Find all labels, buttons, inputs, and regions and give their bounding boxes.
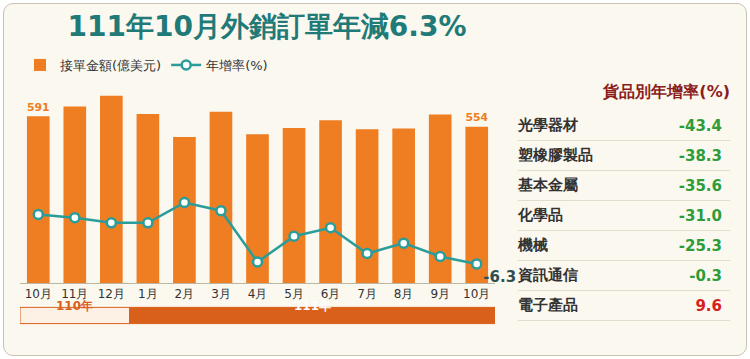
html-text:-38.3: -38.3 <box>678 146 722 165</box>
svg-text:12月: 12月 <box>98 287 125 301</box>
html-text:-31.0: -31.0 <box>678 206 722 225</box>
html-text:光學器材: 光學器材 <box>518 116 578 134</box>
svg-text:年增率(%): 年增率(%) <box>206 58 268 73</box>
svg-text:4月: 4月 <box>248 287 268 301</box>
html-text:-35.6: -35.6 <box>678 176 722 195</box>
html-text:-43.4: -43.4 <box>678 116 722 135</box>
html-text:資訊通信: 資訊通信 <box>518 266 578 284</box>
svg-text:591: 591 <box>27 101 50 114</box>
svg-text:9月: 9月 <box>430 287 450 301</box>
svg-text:10月: 10月 <box>463 287 490 301</box>
svg-text:111年: 111年 <box>294 299 331 313</box>
html-text:電子產品: 電子產品 <box>518 296 578 314</box>
svg-text:5月: 5月 <box>284 287 304 301</box>
svg-text:554: 554 <box>465 111 488 124</box>
svg-text:接單金額(億美元): 接單金額(億美元) <box>60 58 161 73</box>
svg-text:11月: 11月 <box>61 287 88 301</box>
svg-text:-6.3: -6.3 <box>483 268 516 286</box>
svg-text:2月: 2月 <box>175 287 195 301</box>
svg-text:7月: 7月 <box>357 287 377 301</box>
svg-text:10月: 10月 <box>25 287 52 301</box>
html-text:化學品: 化學品 <box>518 206 563 224</box>
html-text:貨品別年增率(%): 貨品別年增率(%) <box>603 82 730 101</box>
svg-text:110年: 110年 <box>56 299 93 313</box>
html-text:-0.3: -0.3 <box>689 266 722 285</box>
html-text:基本金屬: 基本金屬 <box>518 176 578 194</box>
svg-text:6月: 6月 <box>321 287 341 301</box>
svg-text:111年10月外銷訂單年減6.3%: 111年10月外銷訂單年減6.3% <box>67 10 466 43</box>
svg-text:1月: 1月 <box>138 287 158 301</box>
html-text:塑橡膠製品: 塑橡膠製品 <box>518 146 593 164</box>
html-text:9.6: 9.6 <box>695 296 722 315</box>
html-text:-25.3: -25.3 <box>678 236 722 255</box>
svg-text:8月: 8月 <box>394 287 414 301</box>
html-text:機械: 機械 <box>518 236 548 254</box>
svg-text:3月: 3月 <box>211 287 231 301</box>
